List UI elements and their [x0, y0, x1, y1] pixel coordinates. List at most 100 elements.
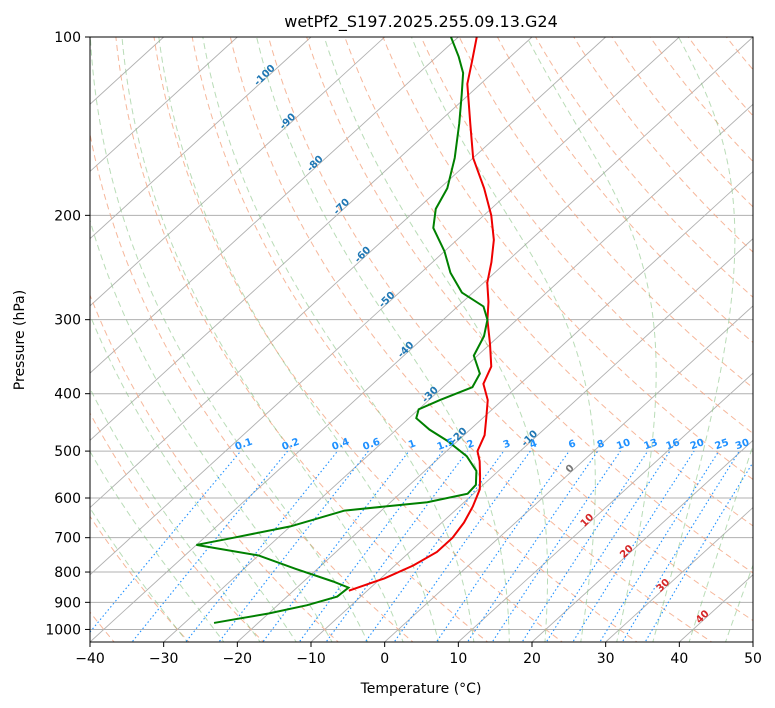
x-tick-label: −30 — [149, 651, 179, 667]
y-tick-label: 100 — [54, 30, 81, 46]
x-tick-label: 40 — [670, 651, 688, 667]
isotherm-line — [384, 305, 753, 642]
isotherm-label: -40 — [396, 340, 417, 361]
axes: −40 −30 −20 −10 0 10 20 30 40 5010020030040050060… — [45, 30, 762, 667]
mixing-ratio-label: 1 — [407, 438, 417, 451]
mixing-ratio-line — [621, 450, 740, 642]
dewpoint-profile — [196, 37, 489, 624]
moist-adiabat — [652, 37, 736, 642]
y-tick-label: 1000 — [45, 622, 81, 638]
isotherm-line — [752, 641, 753, 642]
isotherm-label: 30 — [655, 577, 673, 595]
isotherm-label: -100 — [252, 63, 278, 89]
mixing-ratio-label: 16 — [665, 437, 682, 452]
dry-adiabat — [90, 412, 265, 642]
isotherm-label: 40 — [694, 608, 712, 626]
isotherm-label: -90 — [278, 112, 299, 133]
dry-adiabat — [535, 37, 753, 298]
moist-adiabat — [526, 37, 657, 642]
y-axis-label: Pressure (hPa) — [12, 290, 28, 390]
dry-adiabat — [344, 37, 753, 527]
moist-adiabat — [688, 443, 753, 642]
mixing-ratio-line — [131, 450, 289, 642]
isotherm-label: -60 — [353, 245, 374, 266]
mixing-ratio-line — [466, 450, 599, 642]
mixing-ratio-line — [185, 450, 338, 642]
mixing-ratio-label: 20 — [689, 437, 706, 452]
y-tick-label: 600 — [54, 491, 81, 507]
mixing-ratio-line — [298, 450, 444, 642]
moist-adiabat — [90, 450, 225, 642]
y-tick-label: 700 — [54, 531, 81, 547]
isotherm-line — [90, 37, 606, 509]
dry-adiabat — [153, 37, 564, 642]
mixing-ratio-label: 0.1 — [234, 437, 254, 453]
x-tick-label: 30 — [597, 651, 615, 667]
mixing-ratio-line — [435, 450, 570, 642]
moist-adiabat — [90, 313, 297, 642]
dry-adiabat — [649, 37, 753, 163]
isotherm-line — [90, 37, 312, 240]
isotherm-line — [90, 37, 680, 576]
y-tick-label: 300 — [54, 313, 81, 329]
isotherm-line — [163, 103, 753, 642]
mixing-ratio-line — [393, 450, 531, 642]
mixing-ratio-label: 2 — [466, 438, 476, 451]
line-labels: 0.1 0.2 0.4 0.6 1 1.5 2 3 4 6 8 10 13 16 20 25 30 36-100-… — [234, 63, 772, 626]
mixing-ratio-label: 10 — [615, 437, 632, 452]
x-tick-label: −40 — [75, 651, 105, 667]
mixing-ratio-label: 25 — [714, 437, 731, 452]
mixing-ratio-line — [325, 450, 468, 642]
moist-adiabat — [725, 563, 753, 642]
mixing-ratio-label: 8 — [596, 438, 606, 451]
mixing-ratio-line — [364, 450, 505, 642]
mixing-ratio-line — [262, 450, 410, 642]
moist-adiabat — [158, 37, 439, 642]
x-tick-label: −10 — [296, 651, 326, 667]
x-axis-label: Temperature (°C) — [360, 681, 482, 697]
moist-adiabat — [202, 37, 475, 642]
isotherm-line — [90, 37, 459, 374]
isotherm-line — [90, 37, 753, 642]
mixing-ratio-label: 36 — [755, 437, 772, 452]
moist-adiabat — [90, 507, 188, 642]
mixing-ratio-label: 3 — [502, 438, 512, 451]
background-lines — [90, 37, 753, 642]
dry-adiabat — [90, 515, 190, 642]
y-tick-label: 500 — [54, 444, 81, 460]
moist-adiabat — [90, 218, 333, 642]
isotherm-line — [90, 37, 238, 173]
temperature-profile — [348, 37, 495, 592]
isotherm-label: -30 — [420, 385, 441, 406]
x-tick-label: 20 — [523, 651, 541, 667]
dry-adiabat — [267, 37, 753, 622]
mixing-ratio-line — [545, 450, 671, 642]
dry-adiabat — [90, 131, 414, 642]
dry-adiabat — [191, 37, 638, 642]
mixing-ratio-line — [599, 450, 720, 642]
sounding-profiles — [196, 37, 495, 624]
isotherm-line — [458, 372, 753, 642]
x-tick-label: 0 — [380, 651, 389, 667]
y-tick-label: 200 — [54, 208, 81, 224]
mixing-ratio-line — [572, 450, 695, 642]
mixing-ratio-label: 0.4 — [331, 437, 351, 453]
isotherm-line — [90, 37, 533, 441]
moist-adiabat — [410, 37, 596, 642]
mixing-ratio-label: 13 — [643, 437, 660, 452]
mixing-ratio-label: 30 — [734, 437, 751, 452]
moist-adiabat — [256, 37, 510, 642]
x-tick-label: −20 — [223, 651, 253, 667]
isotherm-line — [531, 439, 753, 642]
plot-frame — [89, 36, 754, 643]
dry-adiabat — [725, 37, 753, 71]
isotherm-line — [605, 506, 753, 642]
mixing-ratio-label: 0.6 — [361, 437, 381, 453]
dry-adiabat — [306, 37, 753, 574]
isotherm-label: -50 — [377, 290, 398, 311]
mixing-ratio-label: 4 — [528, 438, 538, 451]
mixing-ratio-label: 6 — [567, 438, 577, 451]
y-tick-label: 400 — [54, 387, 81, 403]
mixing-ratio-line — [521, 450, 649, 642]
